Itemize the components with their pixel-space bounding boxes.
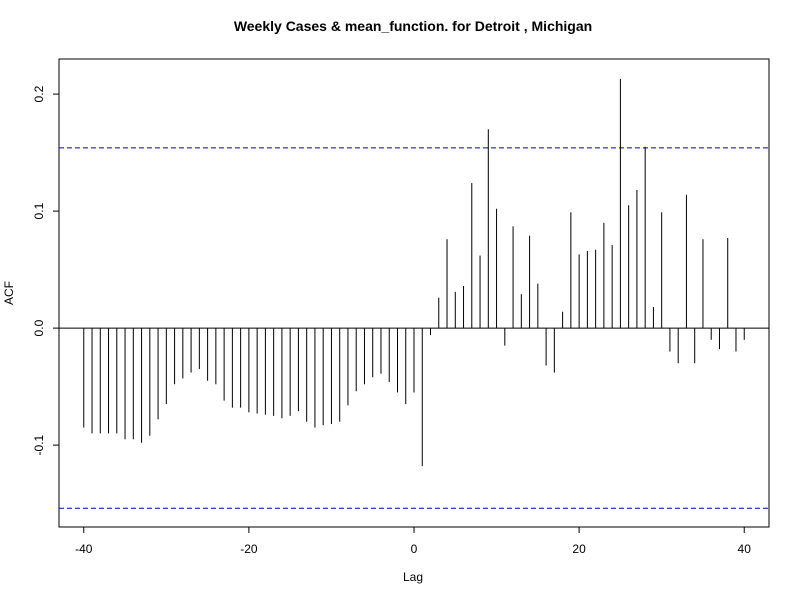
x-axis-label: Lag [403, 570, 423, 584]
x-tick-label: -20 [240, 542, 258, 556]
x-tick-label: 0 [411, 542, 418, 556]
x-tick-label: 20 [572, 542, 586, 556]
y-axis-label: ACF [2, 281, 16, 305]
x-tick-label: -40 [75, 542, 93, 556]
x-tick-label: 40 [738, 542, 752, 556]
y-tick-label: 0.1 [32, 202, 46, 219]
y-tick-label: -0.1 [32, 434, 46, 455]
plot-area: -40 -20 0 20 40 -0.1 0.0 0.1 0.2 [32, 58, 770, 556]
chart-title: Weekly Cases & mean_function. for Detroi… [234, 18, 592, 34]
y-tick-label: 0.0 [32, 319, 46, 336]
y-tick-label: 0.2 [32, 85, 46, 102]
